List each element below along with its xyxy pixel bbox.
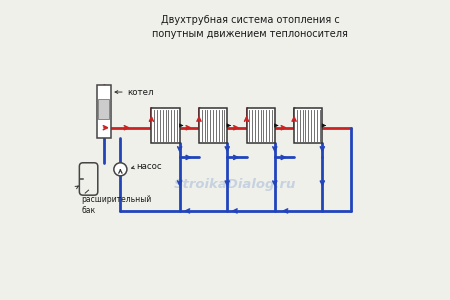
FancyBboxPatch shape <box>79 163 98 195</box>
Text: насос: насос <box>137 162 162 171</box>
Bar <box>152 108 180 142</box>
Text: расширительный
бак: расширительный бак <box>81 195 152 215</box>
Text: StroikaDialog.ru: StroikaDialog.ru <box>174 178 297 191</box>
Bar <box>97 85 111 138</box>
Text: Двухтрубная система отопления с
попутным движением теплоносителя: Двухтрубная система отопления с попутным… <box>153 15 348 39</box>
Text: котел: котел <box>127 88 153 97</box>
Bar <box>247 108 275 142</box>
Bar <box>99 99 109 119</box>
Circle shape <box>114 163 127 176</box>
Bar <box>294 108 322 142</box>
Bar <box>199 108 227 142</box>
